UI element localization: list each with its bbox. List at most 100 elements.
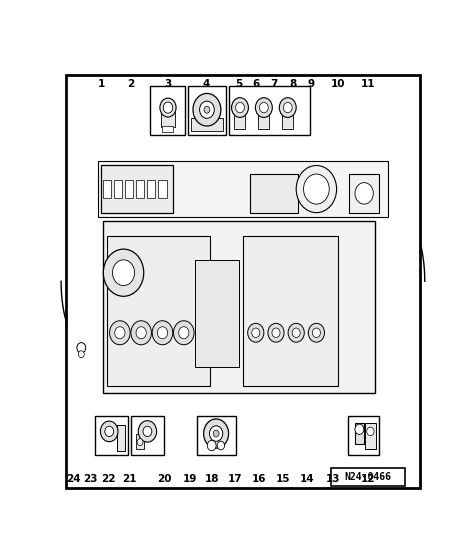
Circle shape <box>296 165 337 213</box>
Bar <box>107 236 210 387</box>
Circle shape <box>312 328 320 338</box>
Bar <box>282 114 293 129</box>
Circle shape <box>173 321 194 345</box>
Circle shape <box>268 323 284 342</box>
Text: 5: 5 <box>236 79 243 89</box>
Bar <box>101 165 173 213</box>
Circle shape <box>288 323 304 342</box>
Circle shape <box>272 328 280 338</box>
Circle shape <box>163 102 173 113</box>
Circle shape <box>204 419 228 448</box>
Bar <box>191 118 223 131</box>
Text: 15: 15 <box>276 475 291 485</box>
Circle shape <box>292 328 300 338</box>
Bar <box>95 417 128 455</box>
Circle shape <box>143 426 152 437</box>
Bar <box>331 468 404 486</box>
Circle shape <box>204 106 210 113</box>
Circle shape <box>100 421 118 442</box>
Circle shape <box>207 441 216 451</box>
Bar <box>161 112 175 127</box>
Bar <box>347 417 379 455</box>
Circle shape <box>252 328 260 338</box>
Circle shape <box>138 421 156 442</box>
Text: 12: 12 <box>361 475 375 485</box>
Text: 23: 23 <box>83 475 98 485</box>
Circle shape <box>157 327 168 339</box>
Text: 10: 10 <box>331 79 346 89</box>
Bar <box>114 180 122 198</box>
Circle shape <box>152 321 173 345</box>
Bar <box>250 174 298 213</box>
Circle shape <box>210 426 223 441</box>
Text: 19: 19 <box>182 475 197 485</box>
Bar <box>98 161 388 217</box>
Text: 11: 11 <box>361 79 375 89</box>
Bar <box>103 180 111 198</box>
Bar <box>117 425 125 451</box>
Circle shape <box>131 321 152 345</box>
Circle shape <box>367 427 374 436</box>
Text: 20: 20 <box>157 475 171 485</box>
Bar <box>365 423 375 448</box>
Circle shape <box>213 430 219 437</box>
Bar <box>147 180 155 198</box>
Circle shape <box>279 97 296 118</box>
Circle shape <box>200 101 214 118</box>
Text: 2: 2 <box>127 79 135 89</box>
Bar <box>131 417 164 455</box>
Circle shape <box>115 327 125 339</box>
Text: 1: 1 <box>98 79 105 89</box>
Bar <box>349 174 379 213</box>
Text: 3: 3 <box>164 79 171 89</box>
Text: 13: 13 <box>326 475 340 485</box>
Text: 17: 17 <box>228 475 243 485</box>
Circle shape <box>248 323 264 342</box>
Text: 22: 22 <box>101 475 116 485</box>
Circle shape <box>283 102 292 113</box>
Bar <box>243 236 338 387</box>
Circle shape <box>355 183 374 204</box>
Circle shape <box>136 327 146 339</box>
Text: 21: 21 <box>122 475 137 485</box>
Circle shape <box>303 174 329 204</box>
Text: 14: 14 <box>300 475 315 485</box>
Circle shape <box>109 321 130 345</box>
Text: N24-0466: N24-0466 <box>344 472 392 482</box>
Circle shape <box>255 97 272 118</box>
Bar <box>195 260 239 367</box>
Text: 7: 7 <box>271 79 278 89</box>
Circle shape <box>112 260 135 286</box>
Text: 16: 16 <box>252 475 267 485</box>
Bar <box>235 114 246 129</box>
Bar <box>355 423 364 444</box>
Text: 9: 9 <box>307 79 314 89</box>
Bar <box>229 86 310 135</box>
Bar <box>137 180 145 198</box>
Circle shape <box>355 424 364 434</box>
Bar <box>188 86 227 135</box>
Circle shape <box>193 94 221 126</box>
Bar <box>103 221 375 393</box>
Circle shape <box>231 97 248 118</box>
Circle shape <box>103 249 144 296</box>
Text: 4: 4 <box>202 79 210 89</box>
Circle shape <box>259 102 268 113</box>
Bar <box>197 417 236 455</box>
Bar <box>258 114 269 129</box>
Circle shape <box>236 102 245 113</box>
Bar <box>158 180 166 198</box>
Circle shape <box>160 98 176 117</box>
Circle shape <box>105 426 114 437</box>
Bar <box>163 125 173 132</box>
Text: 6: 6 <box>252 79 259 89</box>
Circle shape <box>217 441 225 450</box>
Text: 18: 18 <box>204 475 219 485</box>
Circle shape <box>179 327 189 339</box>
Circle shape <box>78 351 84 358</box>
Text: 24: 24 <box>66 475 81 485</box>
Bar <box>125 180 134 198</box>
Bar <box>150 86 185 135</box>
Circle shape <box>308 323 325 342</box>
Text: 8: 8 <box>289 79 296 89</box>
